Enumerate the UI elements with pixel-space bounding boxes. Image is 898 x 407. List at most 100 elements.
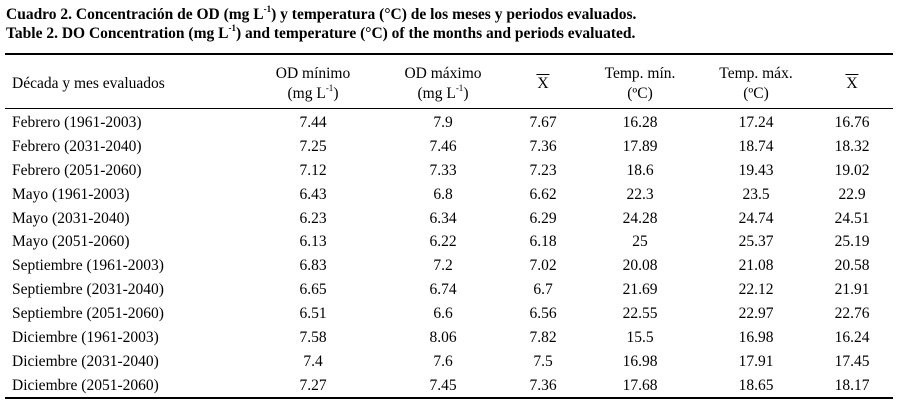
table-bottom-rule [5,397,893,399]
row-period-label: Diciembre (1961-2003) [12,329,159,347]
cell-value: 6.8 [433,185,453,203]
caption-english: Table 2. DO Concentration (mg L-1) and t… [6,22,636,42]
cell-value: 6.23 [299,209,327,227]
table-row: Septiembre (2031-2040) 6.65 6.74 6.7 21.69 22… [0,278,898,302]
cell-value: 25.19 [834,233,870,251]
header-temp-max: Temp. máx. (ºC) [719,65,793,102]
row-period-label: Septiembre (1961-2003) [12,257,164,275]
cell-value: 22.76 [834,305,870,323]
cell-value: 7.58 [299,329,327,347]
cell-value: 22.3 [626,185,654,203]
cell-value: 16.24 [834,329,870,347]
cell-value: 6.65 [299,281,327,299]
cell-value: 22.9 [838,185,866,203]
row-period-label: Febrero (1961-2003) [12,114,142,131]
cell-value: 18.74 [738,137,774,155]
cell-value: 24.74 [738,209,774,227]
cell-value: 7.02 [529,257,557,275]
cell-value: 25.37 [738,233,774,251]
cell-value: 6.43 [299,185,327,203]
cell-value: 6.6 [433,305,453,323]
cell-value: 24.28 [622,209,658,227]
cell-value: 21.08 [738,257,774,275]
row-period-label: Mayo (1961-2003) [12,185,130,203]
cell-value: 6.74 [429,281,457,299]
row-period-label: Febrero (2031-2040) [12,137,142,155]
cell-value: 16.98 [738,329,774,347]
cell-value: 8.06 [429,329,457,347]
header-temp-min: Temp. mín. (ºC) [604,65,676,102]
cell-value: 7.6 [433,352,453,370]
cell-value: 6.56 [529,305,557,323]
cell-value: 17.89 [622,137,658,155]
row-period-label: Mayo (2051-2060) [12,233,130,251]
cell-value: 15.5 [626,329,654,347]
row-period-label: Septiembre (2031-2040) [12,281,164,299]
cell-value: 18.32 [834,137,870,155]
cell-value: 6.51 [299,305,327,323]
header-bottom-rule [5,108,893,109]
cell-value: 6.34 [429,209,457,227]
cell-value: 7.36 [529,137,557,155]
table-row: Mayo (2031-2040) 6.23 6.34 6.29 24.28 24.74 24… [0,207,898,231]
cell-value: 6.62 [529,185,557,203]
table-row: Febrero (2031-2040) 7.25 7.46 7.36 17.89 18.7… [0,135,898,159]
table-caption: Cuadro 2. Concentración de OD (mg L-1) y… [6,3,637,43]
row-period-label: Diciembre (2051-2060) [12,376,159,394]
cell-value: 6.18 [529,233,557,251]
caption-spanish: Cuadro 2. Concentración de OD (mg L-1) y… [6,3,637,23]
table-row: Septiembre (1961-2003) 6.83 7.2 7.02 20.08 21… [0,254,898,278]
cell-value: 22.12 [738,281,774,299]
cell-value: 7.46 [429,137,457,155]
cell-value: 20.08 [622,257,658,275]
cell-value: 7.25 [299,137,327,155]
cell-value: 7.33 [429,161,457,179]
cell-value: 19.02 [834,161,870,179]
table-row: Febrero (1961-2003) 7.44 7.9 7.67 16.28 17.24… [0,111,898,135]
cell-value: 6.83 [299,257,327,275]
cell-value: 6.7 [533,281,553,299]
table-row: Diciembre (2051-2060) 7.27 7.45 7.36 17.68 18… [0,374,898,398]
cell-value: 6.13 [299,233,327,251]
table-row: Septiembre (2051-2060) 6.51 6.6 6.56 22.55 22… [0,302,898,326]
cell-value: 21.91 [834,281,870,299]
cell-value: 16.28 [622,114,658,131]
cell-value: 18.65 [738,376,774,394]
header-temp-mean: X [845,74,859,92]
cell-value: 7.36 [529,376,557,394]
cell-value: 7.4 [303,352,323,370]
cell-value: 7.2 [433,257,453,275]
cell-value: 7.12 [299,161,327,179]
cell-value: 22.97 [738,305,774,323]
cell-value: 24.51 [834,209,870,227]
cell-value: 22.55 [622,305,658,323]
cell-value: 7.5 [533,352,553,370]
table-row: Mayo (1961-2003) 6.43 6.8 6.62 22.3 23.5 22.9 [0,183,898,207]
cell-value: 17.68 [622,376,658,394]
header-od-mean: X [536,74,550,92]
cell-value: 21.69 [622,281,658,299]
table-row: Mayo (2051-2060) 6.13 6.22 6.18 25 25.37 25.19 [0,230,898,254]
cell-value: 7.82 [529,329,557,347]
cell-value: 6.29 [529,209,557,227]
cell-value: 18.17 [834,376,870,394]
cell-value: 25 [632,233,648,251]
cell-value: 7.23 [529,161,557,179]
cell-value: 20.58 [834,257,870,275]
cell-value: 23.5 [742,185,770,203]
table-body: Febrero (1961-2003) 7.44 7.9 7.67 16.28 17.24… [0,111,898,398]
cell-value: 16.76 [834,114,870,131]
cell-value: 7.67 [529,114,557,131]
cell-value: 7.44 [299,114,327,131]
header-od-max: OD máximo (mg L-1) [404,65,482,102]
row-period-label: Mayo (2031-2040) [12,209,130,227]
cell-value: 17.91 [738,352,774,370]
header-od-min: OD mínimo (mg L-1) [275,65,351,102]
cell-value: 7.27 [299,376,327,394]
row-period-label: Diciembre (2031-2040) [12,352,159,370]
row-period-label: Septiembre (2051-2060) [12,305,164,323]
header-period: Década y mes evaluados [12,75,165,92]
cell-value: 16.98 [622,352,658,370]
table-row: Diciembre (2031-2040) 7.4 7.6 7.5 16.98 17.91… [0,350,898,374]
cell-value: 7.45 [429,376,457,394]
